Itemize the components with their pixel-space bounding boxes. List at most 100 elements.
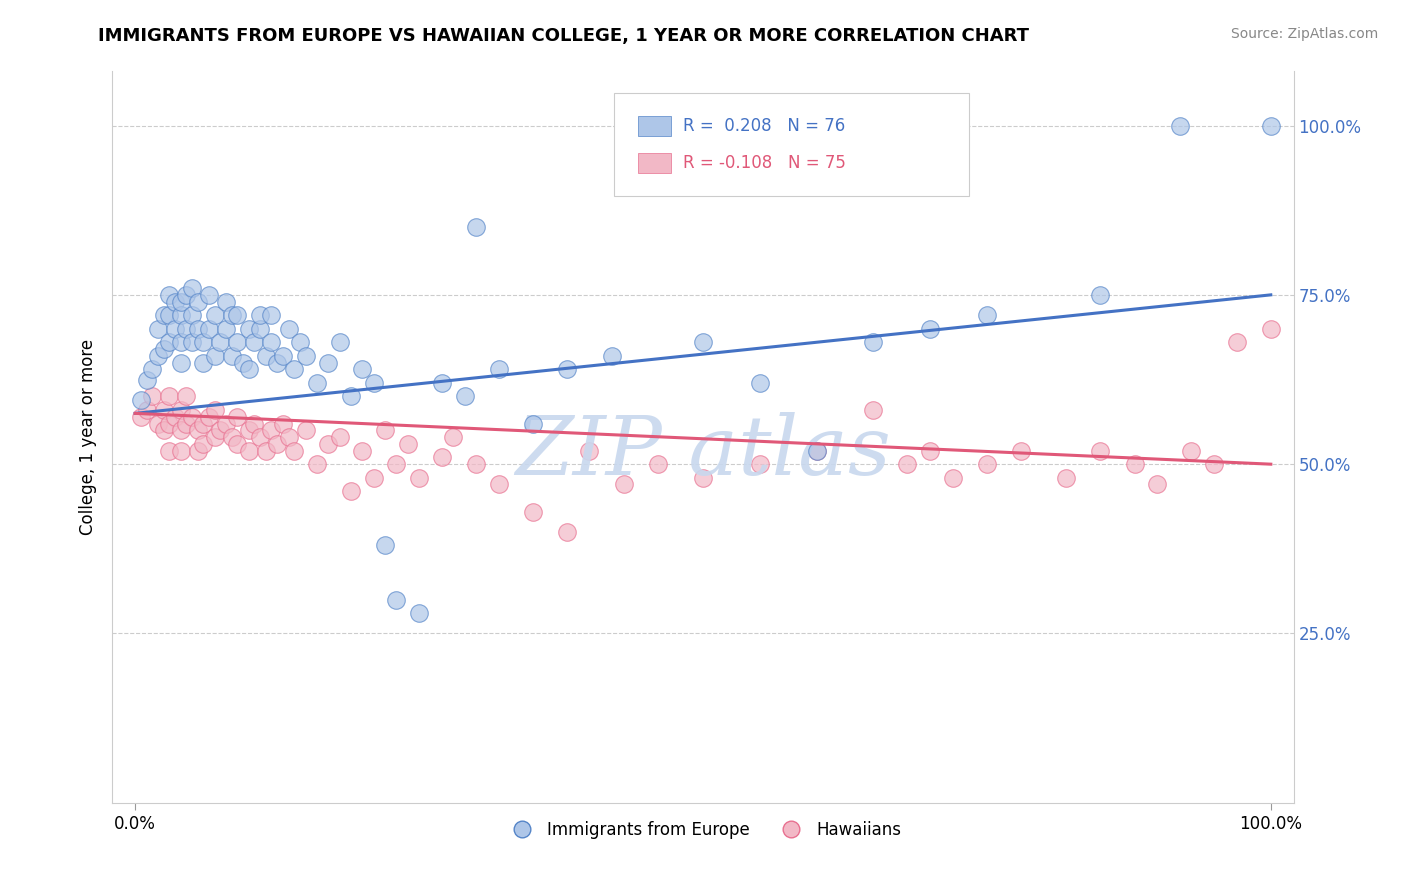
Point [193,417,215,431]
Point [352,362,374,376]
Point [555,362,578,376]
Point [464,220,486,235]
Point [1123,457,1146,471]
Point [806,443,828,458]
Point [260,335,283,350]
Point [221,349,243,363]
Point [266,437,288,451]
Point [204,430,226,444]
Point [692,335,714,350]
Point [1010,443,1032,458]
Point [647,457,669,471]
Point [249,430,271,444]
Bar [638,116,671,136]
Point [181,308,204,322]
Point [198,409,221,424]
Point [316,437,339,451]
Point [129,409,152,424]
Point [277,430,299,444]
Legend: Immigrants from Europe, Hawaiians: Immigrants from Europe, Hawaiians [498,814,908,846]
Point [352,443,374,458]
Point [340,484,363,499]
Point [152,308,174,322]
Point [238,322,260,336]
Point [260,423,283,437]
Point [488,362,510,376]
Bar [638,153,671,173]
Point [163,409,186,424]
Point [271,417,294,431]
Text: ZIP atlas: ZIP atlas [515,412,891,491]
Point [243,417,266,431]
Point [157,417,180,431]
Point [612,477,634,491]
Point [271,349,294,363]
Point [141,362,163,376]
Point [221,308,243,322]
Point [163,294,186,309]
Text: Source: ZipAtlas.com: Source: ZipAtlas.com [1230,27,1378,41]
Point [453,389,475,403]
FancyBboxPatch shape [614,94,969,195]
Point [226,437,249,451]
Point [232,355,254,369]
Point [396,437,419,451]
Point [152,403,174,417]
Point [522,417,544,431]
Point [198,322,221,336]
Point [174,322,197,336]
Point [215,294,238,309]
Point [1090,288,1112,302]
Point [600,349,623,363]
Point [146,349,169,363]
Point [249,322,271,336]
Point [169,335,191,350]
Point [522,505,544,519]
Point [174,288,197,302]
Text: R = -0.108   N = 75: R = -0.108 N = 75 [683,153,846,172]
Point [1054,471,1077,485]
Point [157,335,180,350]
Text: IMMIGRANTS FROM EUROPE VS HAWAIIAN COLLEGE, 1 YEAR OR MORE CORRELATION CHART: IMMIGRANTS FROM EUROPE VS HAWAIIAN COLLE… [98,27,1029,45]
Point [193,335,215,350]
Point [169,403,191,417]
Point [169,423,191,437]
Point [157,308,180,322]
Point [198,288,221,302]
Point [976,457,998,471]
Point [578,443,600,458]
Point [305,457,328,471]
Point [748,376,770,390]
Point [146,417,169,431]
Point [374,423,396,437]
Point [748,457,770,471]
Point [862,403,884,417]
Point [283,362,305,376]
Point [152,342,174,356]
Point [169,355,191,369]
Point [135,403,157,417]
Y-axis label: College, 1 year or more: College, 1 year or more [79,339,97,535]
Point [209,335,232,350]
Point [174,389,197,403]
Point [169,294,191,309]
Point [193,355,215,369]
Point [294,423,316,437]
Point [1202,457,1225,471]
Point [129,392,152,407]
Point [1180,443,1202,458]
Point [340,389,363,403]
Point [169,308,191,322]
Point [226,308,249,322]
Point [976,308,998,322]
Point [238,443,260,458]
Point [249,308,271,322]
Point [430,376,453,390]
Point [942,471,965,485]
Point [193,437,215,451]
Point [408,606,430,620]
Point [692,471,714,485]
Point [1226,335,1249,350]
Point [243,335,266,350]
Point [363,471,385,485]
